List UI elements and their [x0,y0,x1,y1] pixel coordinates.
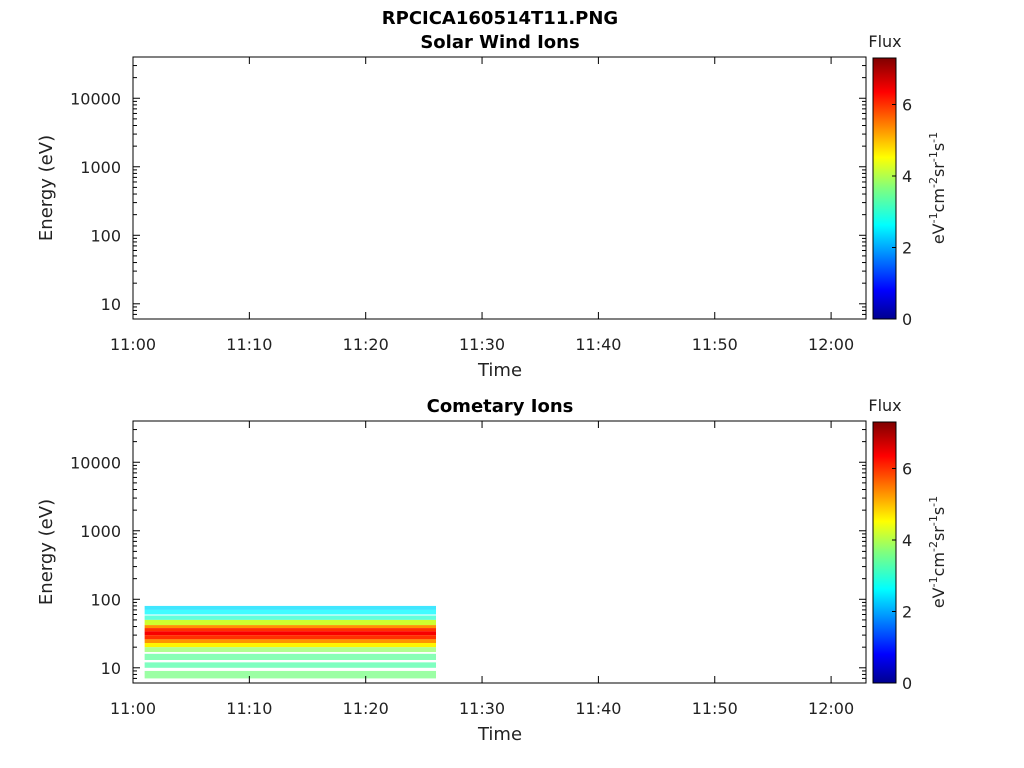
colorbar-tick-label: 4 [902,531,912,550]
y-tick-label: 10000 [70,453,121,472]
colorbar-tick-label: 6 [902,95,912,114]
panel-title: Cometary Ions [427,396,574,417]
flux-band [144,635,437,640]
flux-band [144,625,437,629]
flux-band [144,605,437,610]
x-tick-label: 11:50 [692,335,738,354]
flux-band [144,653,437,660]
colorbar-tick-label: 2 [902,238,912,257]
colorbar-ticks: 0 2 4 6 [892,95,912,329]
flux-band [144,615,437,620]
x-axis-label: Time [477,724,522,745]
colorbar-ticks: 0 2 4 6 [892,459,912,693]
colorbar-unit-ev: eV [929,223,948,244]
flux-band [144,643,437,648]
x-tick-label: 11:00 [110,335,156,354]
plot-area [132,56,867,320]
colorbar-tick-label: 6 [902,459,912,478]
panel-title: Solar Wind Ions [420,32,579,53]
x-tick-label: 11:10 [226,699,272,718]
x-axis-label: Time [477,360,522,381]
y-tick-label: 1000 [80,158,121,177]
figure-title: RPCICA160514T11.PNG [382,8,618,29]
y-tick-label: 100 [90,226,121,245]
colorbar-title: Flux [868,32,901,51]
colorbar: Flux 0 2 4 6 eV-1cm-2sr-1s-1 [868,396,948,693]
x-axis: 11:00 11:10 11:20 11:30 11:40 11:50 12:00 [110,57,854,354]
colorbar-unit: eV-1cm-2sr-1s-1 [927,496,948,608]
colorbar-tick-label: 0 [902,310,912,329]
colorbar-gradient [872,57,897,320]
y-axis-label: Energy (eV) [36,135,57,241]
x-tick-label: 11:30 [459,335,505,354]
y-tick-label: 1000 [80,522,121,541]
flux-band [144,670,437,679]
x-tick-label: 11:20 [343,335,389,354]
colorbar-unit: eV-1cm-2sr-1s-1 [927,132,948,244]
panel-cometary: Cometary Ions 11:00 11:10 11:20 11:30 11:40 1… [36,396,948,745]
y-tick-label: 100 [90,590,121,609]
panel-solar-wind: Solar Wind Ions 11:00 11:10 11:20 11:30 11:4… [36,32,948,381]
colorbar-tick-label: 0 [902,674,912,693]
flux-band [144,662,437,668]
colorbar-gradient [872,421,897,684]
x-tick-label: 11:50 [692,699,738,718]
y-tick-label: 10 [101,659,121,678]
x-axis: 11:00 11:10 11:20 11:30 11:40 11:50 12:00 [110,421,854,718]
colorbar-tick-label: 4 [902,167,912,186]
x-tick-label: 11:40 [575,335,621,354]
flux-band [144,628,437,632]
x-tick-label: 11:40 [575,699,621,718]
colorbar-unit-ev: eV [929,587,948,608]
flux-band [144,609,437,615]
y-tick-label: 10000 [70,89,121,108]
flux-band [144,639,437,644]
band-layer [144,605,437,679]
colorbar-tick-label: 2 [902,602,912,621]
y-axis: 10 100 1000 10000 [70,56,866,320]
y-tick-label: 10 [101,295,121,314]
colorbar: Flux 0 2 4 6 eV-1cm-2sr-1s-1 [868,32,948,329]
x-tick-label: 11:00 [110,699,156,718]
flux-band [144,619,437,626]
colorbar-title: Flux [868,396,901,415]
x-tick-label: 12:00 [808,699,854,718]
y-axis-label: Energy (eV) [36,499,57,605]
x-tick-label: 11:20 [343,699,389,718]
flux-band [144,647,437,653]
x-tick-label: 12:00 [808,335,854,354]
x-tick-label: 11:30 [459,699,505,718]
y-axis: 10 100 1000 10000 [70,420,866,684]
x-tick-label: 11:10 [226,335,272,354]
flux-band [144,631,437,636]
